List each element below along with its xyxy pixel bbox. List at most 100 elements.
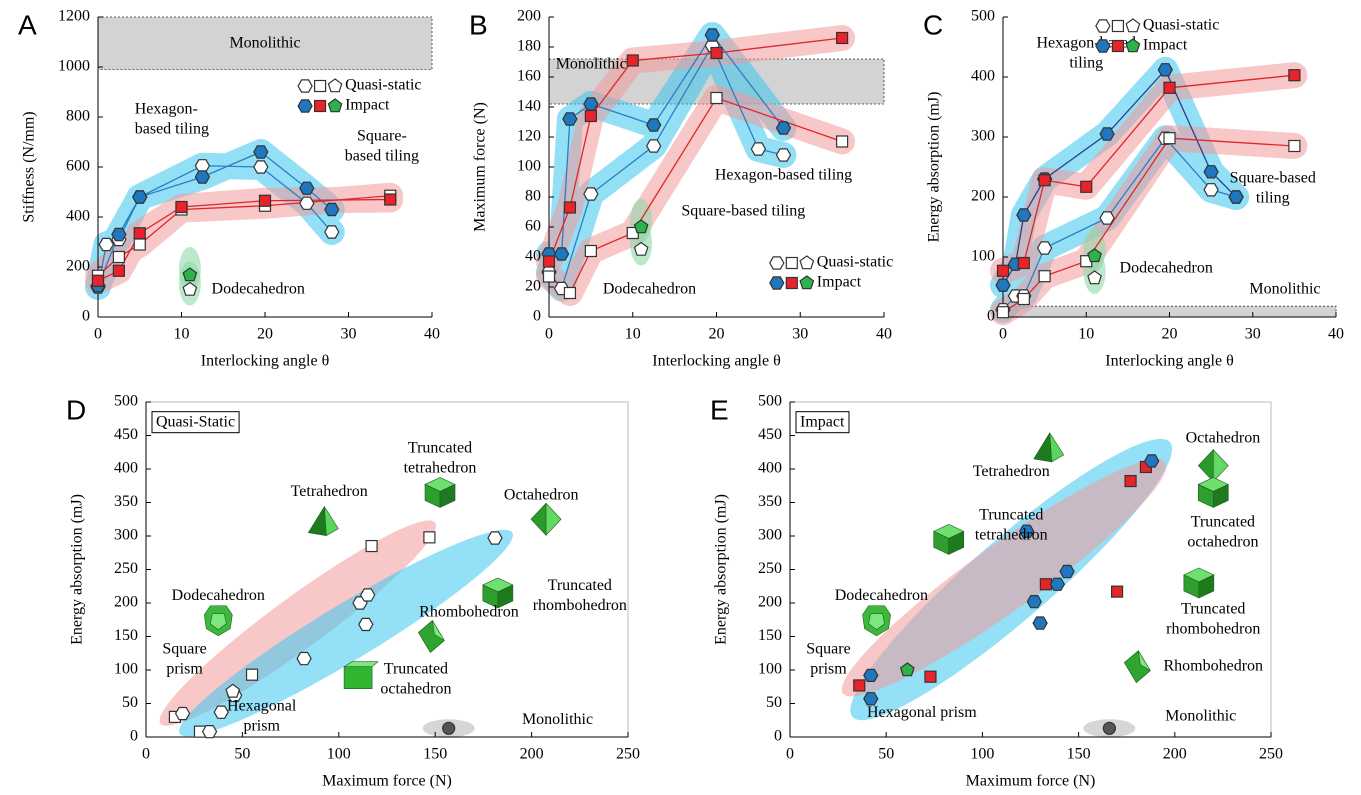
shape-icon — [530, 502, 547, 537]
x-tick-label: 30 — [1245, 326, 1261, 343]
y-tick-label: 200 — [971, 188, 995, 205]
annotation: Monolithic — [522, 711, 593, 728]
y-tick-label: 300 — [114, 527, 138, 544]
shape-icon — [497, 584, 514, 609]
y-tick-label: 150 — [114, 627, 138, 644]
data-point — [1059, 564, 1075, 579]
data-point — [1019, 524, 1035, 539]
y-tick-label: 40 — [525, 248, 541, 265]
data-point — [299, 181, 315, 195]
data-point — [996, 306, 1010, 319]
x-tick-label: 20 — [1162, 326, 1178, 343]
y-tick-label: 0 — [130, 728, 138, 745]
x-tick-label: 0 — [786, 746, 794, 763]
annotation: Dodecahedron — [835, 587, 928, 604]
data-point — [1288, 69, 1301, 82]
data-point — [360, 588, 376, 602]
x-tick-label: 30 — [341, 326, 357, 343]
y-tick-label: 800 — [66, 108, 90, 125]
annotation: tiling — [1069, 55, 1103, 72]
y-tick-label: 400 — [66, 208, 90, 225]
x-tick-label: 30 — [792, 326, 808, 343]
legend-marker — [1095, 39, 1111, 53]
panel: A 0 200 400 600 800 1000 1200 0 10 20 30 40 Interlock… — [18, 8, 440, 370]
y-tick-label: 140 — [517, 98, 541, 115]
data-point — [225, 683, 241, 698]
x-tick-label: 40 — [876, 326, 892, 343]
data-point — [91, 274, 105, 287]
annotation: Monolithic — [1165, 708, 1236, 725]
y-tick-label: 450 — [114, 426, 138, 443]
annotation: Dodecahedron — [603, 281, 696, 298]
shape-icon — [1197, 448, 1214, 483]
data-point — [1110, 585, 1124, 598]
legend-marker — [785, 256, 798, 270]
data-point — [1157, 63, 1173, 77]
data-point — [1099, 127, 1115, 141]
x-tick-label: 200 — [1163, 746, 1187, 763]
data-point — [1203, 165, 1219, 179]
data-point — [487, 531, 503, 545]
y-tick-label: 100 — [114, 661, 138, 678]
y-tick-label: 200 — [758, 594, 782, 611]
annotation: prism — [166, 661, 203, 678]
data-point — [542, 270, 556, 283]
data-point — [704, 28, 720, 42]
legend-marker — [1111, 19, 1125, 33]
inset-box — [151, 411, 240, 434]
annotation: Square-based tiling — [681, 203, 805, 220]
y-tick-label: 80 — [525, 188, 541, 205]
annotation: Square- — [357, 128, 407, 145]
y-tick-label: 200 — [114, 594, 138, 611]
y-tick-label: 0 — [533, 308, 541, 325]
data-point — [1087, 270, 1102, 285]
y-tick-label: 1000 — [58, 58, 90, 75]
annotation: Truncated — [548, 577, 612, 594]
data-point — [633, 219, 649, 234]
y-tick-label: 400 — [971, 68, 995, 85]
x-axis-label: Interlocking angle θ — [201, 353, 330, 370]
data-point — [1124, 474, 1137, 488]
y-tick-label: 450 — [758, 426, 782, 443]
annotation: Rhombohedron — [1164, 657, 1264, 674]
legend-marker — [297, 99, 313, 113]
data-point — [775, 121, 792, 135]
shaded-region — [159, 520, 437, 726]
annotation: Hexagonal prism — [867, 704, 977, 721]
data-point — [442, 721, 456, 735]
shape-icon — [948, 530, 965, 555]
legend-marker — [1125, 18, 1141, 33]
y-tick-label: 150 — [758, 627, 782, 644]
data-point — [112, 264, 125, 277]
shape-icon — [209, 613, 227, 631]
y-tick-label: 0 — [987, 308, 995, 325]
data-point — [1087, 248, 1102, 263]
data-point — [253, 160, 269, 174]
data-point — [253, 145, 269, 159]
data-point — [583, 97, 599, 111]
x-tick-label: 0 — [94, 326, 102, 343]
panel-letter: A — [18, 9, 37, 40]
data-point — [750, 142, 767, 156]
data-point — [1032, 616, 1048, 630]
data-point — [299, 196, 315, 210]
annotation: octahedron — [1187, 533, 1258, 550]
x-tick-label: 100 — [970, 746, 994, 763]
data-point — [174, 706, 191, 721]
data-point — [384, 193, 397, 206]
x-tick-label: 40 — [1328, 326, 1344, 343]
y-tick-label: 500 — [114, 393, 138, 410]
data-point — [563, 201, 577, 214]
legend-label: Impact — [817, 274, 862, 291]
data-point — [296, 651, 312, 666]
legend-marker — [785, 276, 798, 290]
y-tick-label: 0 — [774, 728, 782, 745]
x-tick-label: 20 — [709, 326, 725, 343]
data-point — [996, 264, 1010, 277]
annotation: tiling — [1256, 190, 1290, 207]
monolithic-band — [1002, 305, 1337, 318]
annotation: prism — [810, 661, 847, 678]
x-tick-label: 10 — [625, 326, 641, 343]
data-point — [633, 241, 649, 256]
